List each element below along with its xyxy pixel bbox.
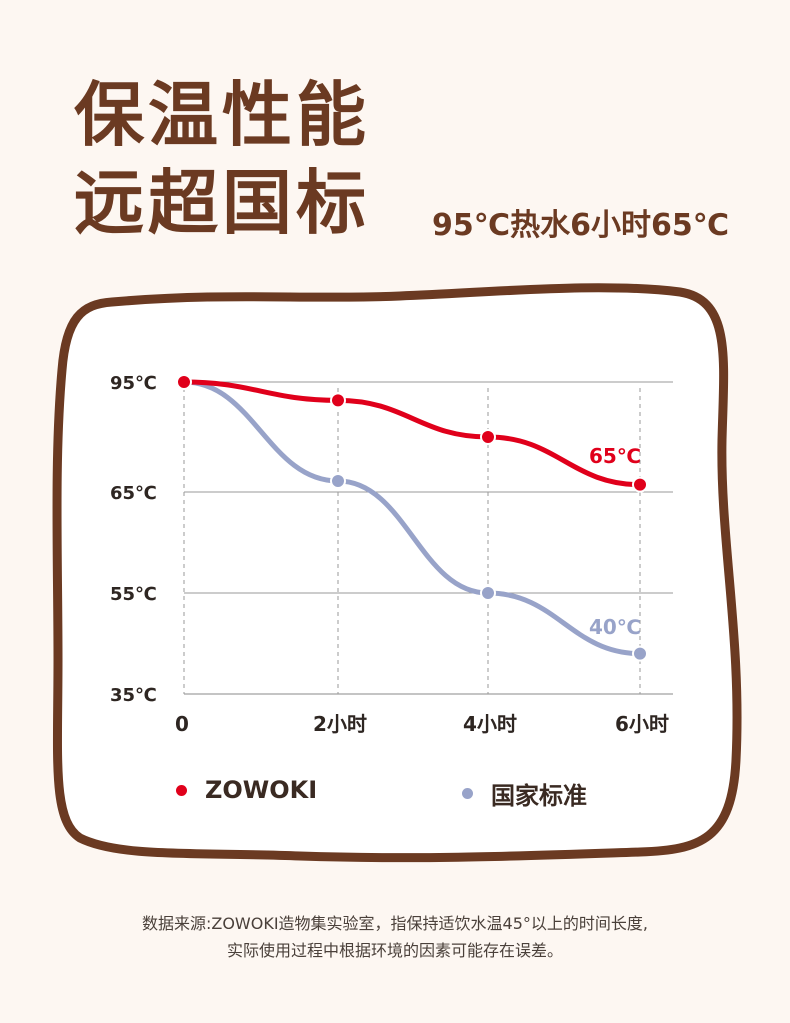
legend-label-zowoki: ZOWOKI	[205, 776, 318, 804]
legend-item-zowoki: ZOWOKI	[176, 776, 317, 804]
data-point-zowoki	[330, 392, 346, 409]
legend-dot-standard	[462, 788, 473, 799]
data-point-standard	[330, 473, 346, 489]
label-layer: 95℃ 65℃ 55℃ 35℃ 0 2小时 4小时 6小时 40℃ 65℃	[110, 373, 669, 736]
series-line-zowoki	[181, 379, 643, 488]
series-layer	[176, 374, 648, 662]
data-point-zowoki	[632, 476, 648, 493]
y-tick-label: 95℃	[110, 373, 157, 394]
series-end-label-zowoki: 65℃	[589, 444, 641, 468]
page-title-line2: 远超国标	[74, 162, 370, 244]
y-tick-label: 35℃	[110, 685, 157, 706]
series-line-standard	[181, 379, 643, 657]
grid-layer	[183, 381, 673, 695]
x-tick-label: 6小时	[615, 712, 669, 736]
y-tick-label: 55℃	[110, 584, 157, 605]
data-point-zowoki	[176, 374, 192, 390]
y-tick-label: 65℃	[110, 483, 157, 504]
legend-label-standard: 国家标准	[491, 782, 587, 810]
data-point-standard	[480, 585, 496, 601]
data-point-zowoki	[480, 429, 496, 445]
footnote-line2: 实际使用过程中根据环境的因素可能存在误差。	[226, 941, 563, 960]
data-point-standard	[632, 645, 648, 662]
page-title-line1: 保温性能	[74, 74, 370, 156]
x-tick-label: 2小时	[313, 712, 367, 736]
x-tick-label: 4小时	[463, 712, 517, 736]
x-tick-label: 0	[175, 712, 189, 736]
series-end-label-standard: 40℃	[589, 615, 641, 639]
legend-item-standard: 国家标准	[462, 776, 587, 811]
page-subtitle: 95℃热水6小时65℃	[432, 208, 730, 243]
footnote-line1: 数据来源:ZOWOKI造物集实验室，指保持适饮水温45°以上的时间长度,	[141, 914, 649, 933]
legend-dot-zowoki	[176, 784, 187, 796]
